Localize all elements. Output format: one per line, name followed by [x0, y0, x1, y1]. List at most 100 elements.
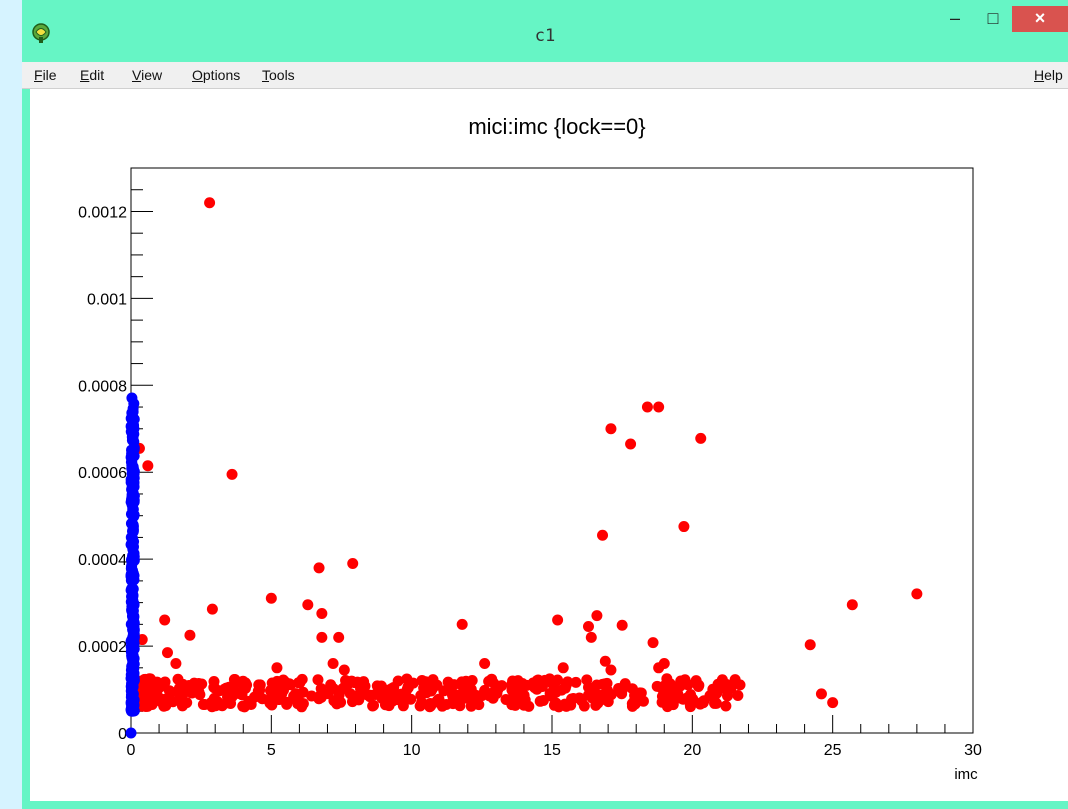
data-point — [335, 696, 347, 708]
data-point — [496, 680, 508, 692]
data-point — [732, 690, 744, 702]
minimize-button[interactable]: – — [949, 8, 960, 28]
plot-canvas[interactable]: mici:imc {lock==0} 0 0.0002 0.0004 0.0006 0.… — [22, 25, 1068, 801]
data-point — [509, 699, 521, 711]
close-button[interactable]: × — [1012, 6, 1068, 32]
data-point — [591, 688, 603, 700]
data-point — [218, 683, 230, 695]
data-point — [590, 699, 602, 711]
data-point — [692, 679, 704, 691]
data-point — [651, 680, 663, 692]
data-point — [158, 700, 170, 712]
data-point — [515, 690, 527, 702]
data-point — [647, 637, 659, 649]
y-tick-label: 0.0006 — [78, 465, 127, 482]
data-point — [601, 677, 613, 689]
menu-tools[interactable]: Tools — [262, 67, 295, 83]
data-point — [695, 432, 707, 444]
data-point — [289, 693, 301, 705]
data-point — [355, 683, 367, 695]
data-point — [599, 655, 611, 667]
menu-file[interactable]: File — [34, 67, 57, 83]
data-point — [548, 682, 560, 694]
data-point — [315, 689, 327, 701]
data-point — [473, 699, 485, 711]
data-point — [379, 699, 391, 711]
data-point — [126, 467, 138, 479]
data-point — [846, 599, 858, 611]
data-point — [208, 681, 220, 693]
window-title: c1 — [534, 26, 556, 46]
menu-view[interactable]: View — [132, 67, 163, 83]
data-point — [658, 657, 670, 669]
data-point — [616, 619, 628, 631]
menu-options[interactable]: Options — [192, 67, 241, 83]
data-point — [316, 607, 328, 619]
y-axis: 0 0.0002 0.0004 0.0006 0.0008 0.001 0.0012 — [78, 167, 153, 743]
data-point — [125, 574, 137, 586]
data-point — [637, 695, 649, 707]
data-point — [827, 697, 839, 709]
menu-edit[interactable]: Edit — [80, 67, 105, 83]
x-tick-label: 10 — [403, 742, 421, 759]
data-point — [226, 468, 238, 480]
data-point — [297, 698, 309, 710]
data-point — [585, 631, 597, 643]
data-point — [507, 675, 519, 687]
y-tick-label: 0.0004 — [78, 552, 127, 569]
data-point — [127, 406, 139, 418]
maximize-button[interactable]: □ — [987, 8, 999, 28]
data-point — [431, 679, 443, 691]
data-point — [566, 693, 578, 705]
data-point — [591, 610, 603, 622]
y-tick-label: 0.0002 — [78, 639, 127, 656]
y-tick-label: 0.0008 — [78, 378, 127, 395]
data-point — [312, 674, 324, 686]
data-point — [415, 689, 427, 701]
data-point — [377, 687, 389, 699]
data-point — [641, 401, 653, 413]
data-point — [539, 674, 551, 686]
data-point — [407, 677, 419, 689]
data-point — [128, 442, 140, 454]
data-point — [152, 683, 164, 695]
data-point — [626, 683, 638, 695]
data-point — [126, 697, 138, 709]
data-point — [126, 519, 138, 531]
x-axis: 0 5 10 15 20 25 30 — [127, 715, 982, 759]
data-point — [670, 687, 682, 699]
data-point — [338, 664, 350, 676]
data-point — [126, 596, 138, 608]
data-point — [238, 701, 250, 713]
data-point — [549, 699, 561, 711]
data-point — [292, 677, 304, 689]
menu-help[interactable]: Help — [1034, 67, 1063, 83]
data-point — [346, 675, 358, 687]
data-point — [125, 689, 137, 701]
title-bar[interactable]: c1 – □ × — [22, 0, 1068, 62]
chart-title: mici:imc {lock==0} — [468, 114, 645, 139]
data-point — [529, 681, 541, 693]
data-point — [815, 688, 827, 700]
x-tick-label: 20 — [683, 742, 701, 759]
data-point — [487, 692, 499, 704]
data-point — [537, 695, 549, 707]
data-point — [176, 691, 188, 703]
x-tick-label: 30 — [964, 742, 982, 759]
scatter-plot: mici:imc {lock==0} 0 0.0002 0.0004 0.0006 0.… — [22, 25, 982, 783]
data-point — [302, 599, 314, 611]
data-point — [126, 488, 138, 500]
data-point — [126, 509, 138, 521]
x-tick-label: 0 — [127, 742, 136, 759]
data-point — [367, 700, 379, 712]
y-tick-label: 0.0012 — [78, 204, 127, 221]
data-point — [448, 695, 460, 707]
data-point — [297, 686, 309, 698]
data-point — [256, 693, 268, 705]
data-point — [126, 431, 138, 443]
data-point — [605, 664, 617, 676]
data-point — [694, 698, 706, 710]
data-point — [625, 438, 637, 450]
data-point — [392, 675, 404, 687]
x-tick-label: 5 — [267, 742, 276, 759]
